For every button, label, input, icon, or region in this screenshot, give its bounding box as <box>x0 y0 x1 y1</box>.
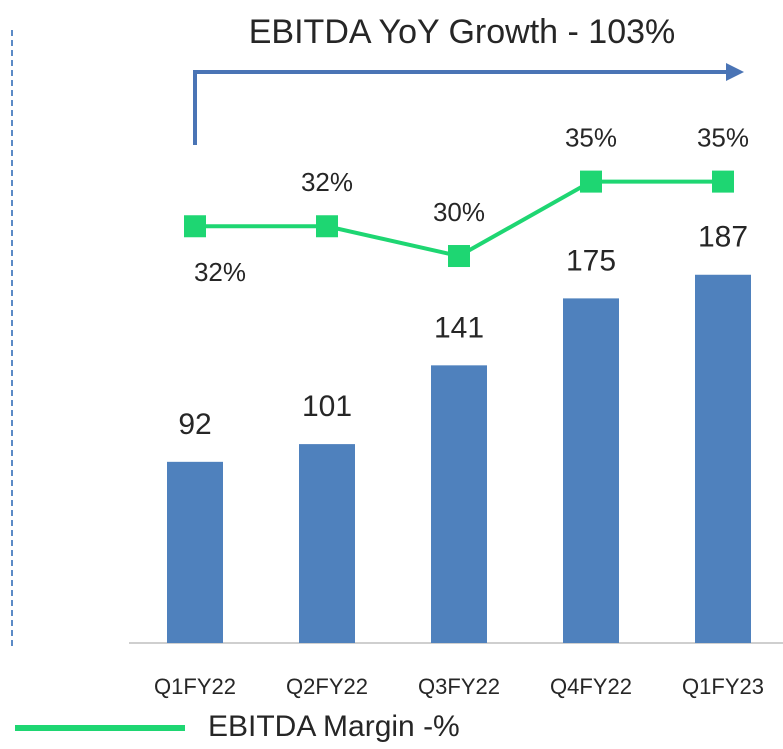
line-marker <box>184 215 206 238</box>
x-tick-label: Q4FY22 <box>550 674 632 699</box>
bar <box>431 365 487 643</box>
line-marker <box>316 215 338 238</box>
x-tick-label: Q1FY23 <box>682 674 764 699</box>
bar <box>695 274 751 643</box>
bar-value-label: 141 <box>434 311 484 344</box>
line-value-label: 32% <box>194 257 246 287</box>
bar <box>563 298 619 643</box>
bar-value-label: 101 <box>302 390 352 423</box>
line-marker <box>448 245 470 268</box>
bar-value-label: 175 <box>566 244 616 277</box>
growth-arrow <box>193 70 728 145</box>
bar-value-label: 187 <box>698 221 748 254</box>
x-tick-label: Q3FY22 <box>418 674 500 699</box>
line-value-label: 35% <box>565 122 617 152</box>
bar <box>167 461 223 643</box>
bar <box>299 444 355 643</box>
legend-label: EBITDA Margin -% <box>208 710 460 743</box>
line-marker <box>712 170 734 193</box>
line-value-label: 32% <box>301 167 353 197</box>
arrow-head <box>726 63 744 81</box>
chart-title: EBITDA YoY Growth - 103% <box>249 13 676 51</box>
line-value-label: 35% <box>697 122 749 152</box>
bar-value-label: 92 <box>178 408 211 441</box>
x-tick-label: Q1FY22 <box>154 674 236 699</box>
x-tick-label: Q2FY22 <box>286 674 368 699</box>
line-value-label: 30% <box>433 197 485 227</box>
line-marker <box>580 170 602 193</box>
